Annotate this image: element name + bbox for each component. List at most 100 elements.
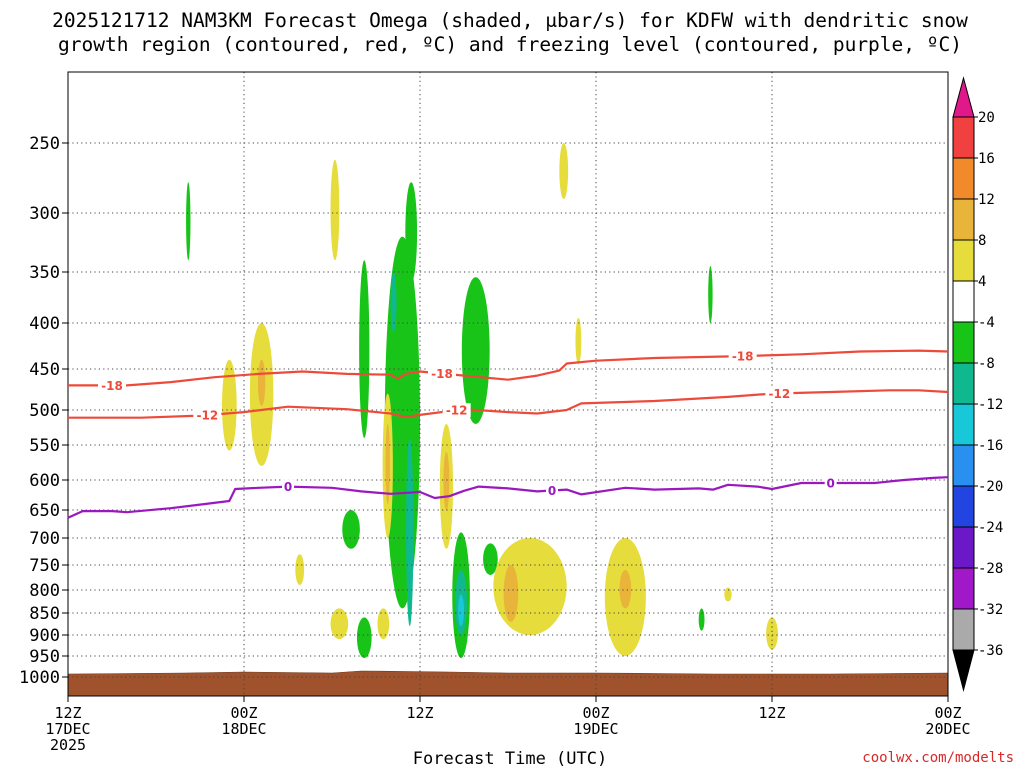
colorbar: 20 16 12 8 4 -4 -8 -12 -16 -20 -24 -28 -32 -36 bbox=[952, 76, 1003, 692]
x-tick-label-24-0: 12Z bbox=[406, 704, 433, 722]
y-tick-label-300: 300 bbox=[29, 204, 60, 224]
colorbar-box-8 bbox=[952, 444, 975, 487]
contour-label-freezing-level-2: 0 bbox=[826, 477, 834, 491]
omega-region-27 bbox=[619, 570, 632, 609]
colorbar-label-5: -4 bbox=[978, 315, 995, 331]
axis-layer: 2503003504004505005506006507007508008509… bbox=[19, 134, 971, 754]
colorbar-box-6 bbox=[952, 362, 975, 405]
omega-region-32 bbox=[575, 317, 582, 365]
omega-region-28 bbox=[708, 266, 713, 323]
colorbar-label-7: -12 bbox=[978, 397, 1003, 413]
colorbar-top-triangle bbox=[952, 76, 975, 118]
omega-region-14 bbox=[461, 277, 490, 424]
omega-region-22 bbox=[377, 608, 390, 640]
colorbar-label-9: -20 bbox=[978, 479, 1003, 495]
y-tick-label-800: 800 bbox=[29, 581, 60, 601]
contour-dgz-bottom bbox=[68, 389, 949, 419]
omega-region-13 bbox=[443, 452, 450, 510]
colorbar-label-13: -36 bbox=[978, 643, 1003, 659]
x-tick-label-48-0: 12Z bbox=[758, 704, 785, 722]
x-tick-label-12-1: 18DEC bbox=[221, 720, 266, 738]
credit-text: coolwx.com/modelts bbox=[862, 750, 1014, 766]
colorbar-box-5 bbox=[952, 321, 975, 364]
contour-label-bg-freezing-level-1 bbox=[546, 483, 558, 498]
y-tick-label-350: 350 bbox=[29, 263, 60, 283]
omega-region-25 bbox=[503, 565, 519, 622]
y-tick-label-950: 950 bbox=[29, 647, 60, 667]
omega-region-31 bbox=[559, 143, 569, 199]
contour-label-bg-dgz-top-2 bbox=[728, 349, 757, 364]
colorbar-label-1: 16 bbox=[978, 151, 995, 167]
y-tick-label-1000: 1000 bbox=[19, 668, 60, 688]
colorbar-box-12 bbox=[952, 608, 975, 651]
y-tick-label-450: 450 bbox=[29, 360, 60, 380]
contour-label-bg-dgz-bottom-0 bbox=[193, 408, 222, 423]
omega-region-9 bbox=[406, 437, 414, 627]
contour-label-dgz-bottom-0: -12 bbox=[196, 409, 218, 423]
grid-layer bbox=[67, 71, 949, 697]
y-tick-label-500: 500 bbox=[29, 401, 60, 421]
omega-region-30 bbox=[766, 617, 778, 650]
omega-region-20 bbox=[342, 510, 360, 549]
colorbar-label-8: -16 bbox=[978, 438, 1003, 454]
x-tick-label-60-0: 00Z bbox=[934, 704, 961, 722]
ground-layer bbox=[67, 670, 949, 697]
contour-label-bg-dgz-top-0 bbox=[98, 378, 126, 393]
y-tick-label-250: 250 bbox=[29, 134, 60, 154]
contour-layer: -18 -18 -18 -12 -12 -12 0 0 0 bbox=[67, 349, 949, 519]
colorbar-label-0: 20 bbox=[978, 110, 995, 126]
colorbar-box-3 bbox=[952, 239, 975, 282]
contour-label-bg-dgz-bottom-2 bbox=[765, 386, 794, 401]
omega-region-1 bbox=[330, 159, 340, 261]
y-tick-label-600: 600 bbox=[29, 471, 60, 491]
contour-label-dgz-bottom-1: -12 bbox=[446, 404, 468, 418]
omega-region-19 bbox=[330, 608, 349, 640]
y-tick-label-400: 400 bbox=[29, 314, 60, 334]
contour-label-freezing-level-1: 0 bbox=[548, 484, 556, 498]
chart-title-line-2: growth region (contoured, red, ºC) and f… bbox=[58, 33, 962, 56]
omega-region-33 bbox=[724, 587, 732, 602]
omega-region-18 bbox=[295, 554, 305, 585]
y-tick-label-900: 900 bbox=[29, 626, 60, 646]
colorbar-bottom-triangle bbox=[952, 649, 975, 692]
x-tick-label-0-1: 17DEC bbox=[45, 720, 90, 738]
colorbar-label-2: 12 bbox=[978, 192, 995, 208]
colorbar-label-3: 8 bbox=[978, 233, 986, 249]
y-tick-label-750: 750 bbox=[29, 556, 60, 576]
x-tick-label-0-0: 12Z bbox=[54, 704, 81, 722]
omega-region-23 bbox=[483, 543, 498, 575]
y-tick-label-650: 650 bbox=[29, 501, 60, 521]
colorbar-box-10 bbox=[952, 526, 975, 569]
colorbar-box-11 bbox=[952, 567, 975, 610]
omega-region-2 bbox=[222, 359, 237, 451]
x-axis-title: Forecast Time (UTC) bbox=[413, 749, 607, 768]
omega-region-8 bbox=[390, 272, 397, 333]
colorbar-label-10: -24 bbox=[978, 520, 1003, 536]
omega-region-11 bbox=[385, 424, 390, 504]
contour-label-bg-dgz-bottom-1 bbox=[442, 403, 471, 418]
contour-label-freezing-level-0: 0 bbox=[284, 480, 292, 494]
omega-region-21 bbox=[356, 617, 372, 659]
contour-label-bg-dgz-top-1 bbox=[428, 366, 456, 381]
chart-title-line-1: 2025121712 NAM3KM Forecast Omega (shaded… bbox=[52, 9, 968, 32]
y-tick-label-700: 700 bbox=[29, 529, 60, 549]
omega-region-4 bbox=[257, 359, 266, 406]
colorbar-label-6: -8 bbox=[978, 356, 995, 372]
omega-region-7 bbox=[405, 182, 418, 283]
y-tick-label-850: 850 bbox=[29, 604, 60, 624]
contour-label-dgz-top-1: -18 bbox=[431, 367, 453, 381]
x-tick-label-36-1: 19DEC bbox=[573, 720, 618, 738]
colorbar-box-0 bbox=[952, 116, 975, 159]
colorbar-label-4: 4 bbox=[978, 274, 986, 290]
x-tick-label-12-0: 00Z bbox=[230, 704, 257, 722]
x-tick-label-36-0: 00Z bbox=[582, 704, 609, 722]
ground-fill bbox=[67, 670, 949, 697]
contour-label-bg-freezing-level-2 bbox=[824, 476, 837, 490]
colorbar-box-7 bbox=[952, 403, 975, 446]
contour-freezing-level bbox=[67, 476, 949, 519]
omega-region-29 bbox=[698, 608, 705, 631]
colorbar-label-11: -28 bbox=[978, 561, 1003, 577]
colorbar-box-9 bbox=[952, 485, 975, 528]
y-tick-label-550: 550 bbox=[29, 436, 60, 456]
